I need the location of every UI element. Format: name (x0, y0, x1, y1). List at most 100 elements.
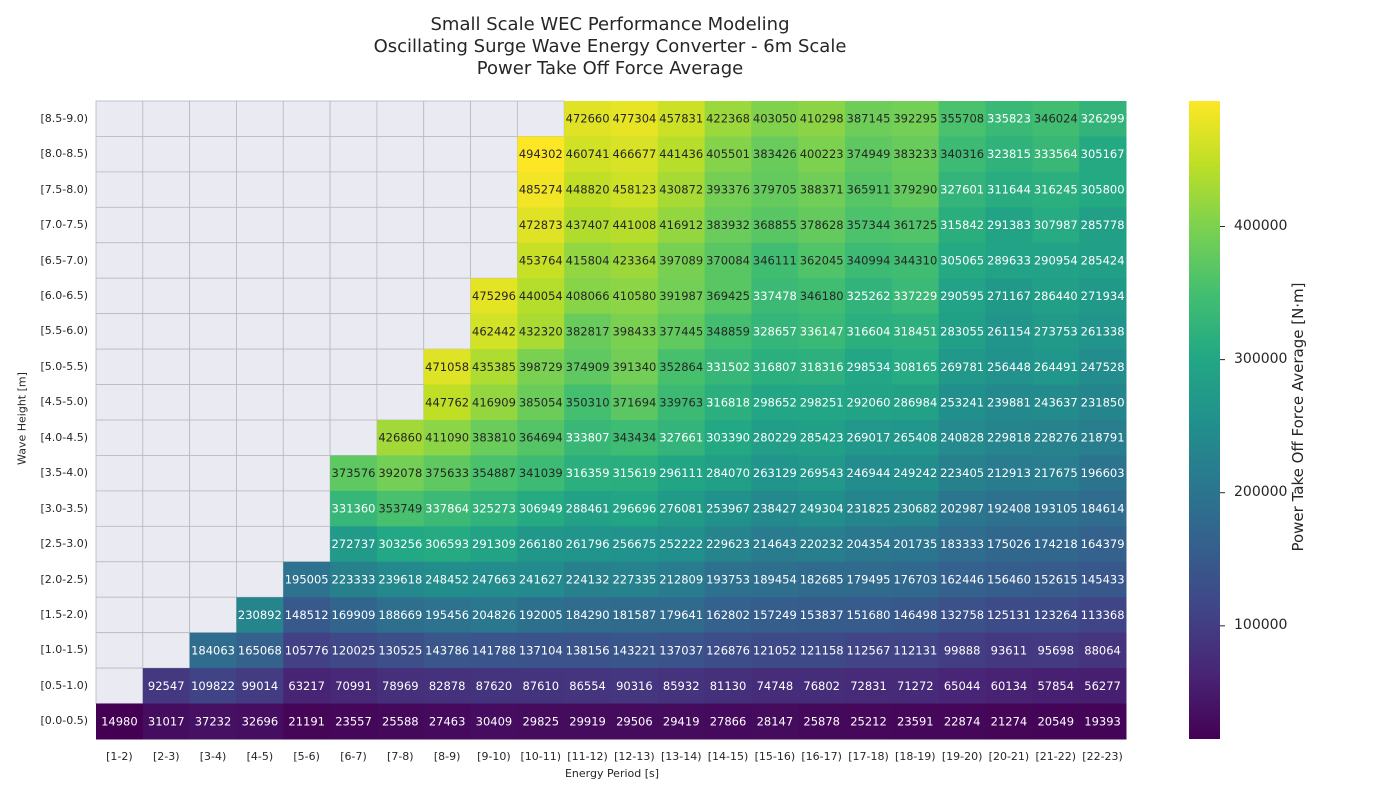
heatmap-cell (1079, 101, 1127, 137)
cell-value-label: 176703 (893, 573, 937, 587)
heatmap-cell (1032, 242, 1080, 279)
heatmap-cell-empty (329, 206, 378, 244)
heatmap-cell (470, 597, 518, 634)
heatmap-cell-empty (329, 348, 378, 385)
cell-value-label: 316359 (566, 466, 610, 480)
heatmap-cell (938, 101, 987, 137)
cell-value-label: 265408 (893, 431, 937, 445)
cell-value-label: 56277 (1084, 679, 1121, 693)
cell-value-label: 87620 (476, 679, 513, 693)
cell-value-label: 70991 (335, 679, 372, 693)
heatmap-cell (751, 455, 799, 492)
heatmap-cell-empty (95, 525, 144, 563)
heatmap-cell (798, 171, 846, 208)
heatmap-cell-empty (282, 384, 331, 421)
cell-value-label: 318316 (800, 360, 844, 374)
heatmap-cell-empty (423, 206, 471, 244)
cell-value-label: 374909 (566, 360, 610, 374)
heatmap-cell (564, 703, 612, 740)
cell-value-label: 377445 (659, 324, 703, 338)
heatmap-cell-empty (470, 206, 518, 244)
heatmap-cell (751, 207, 799, 244)
heatmap-cell-empty (282, 490, 331, 527)
heatmap-cell (891, 101, 940, 137)
heatmap-cell (470, 313, 518, 350)
heatmap-cell (1032, 455, 1080, 492)
heatmap-cell-empty (282, 313, 331, 350)
cell-value-label: 212913 (987, 466, 1031, 480)
heatmap-cell (611, 420, 659, 456)
heatmap-cell-empty (282, 100, 331, 137)
cell-value-label: 86554 (569, 679, 606, 693)
heatmap-cell (985, 597, 1033, 634)
heatmap-cell (891, 349, 940, 386)
heatmap-cell (1032, 420, 1080, 456)
cell-value-label: 22874 (944, 714, 981, 728)
x-tick-label: [14-15) (707, 750, 749, 763)
cell-value-label: 362045 (800, 254, 844, 268)
heatmap-cell (564, 490, 612, 527)
heatmap-cell (985, 242, 1033, 279)
heatmap-cell (423, 526, 472, 563)
cell-value-label: 290595 (940, 289, 984, 303)
heatmap-cell (189, 668, 237, 705)
heatmap-cell (657, 171, 706, 208)
heatmap-cell-empty (376, 136, 425, 173)
cell-value-label: 72831 (850, 679, 887, 693)
heatmap-cell (704, 420, 752, 456)
heatmap-cell-empty (236, 348, 284, 385)
cell-value-label: 193105 (1034, 502, 1078, 516)
heatmap-cell (845, 526, 893, 563)
heatmap-cell (657, 597, 706, 634)
heatmap-cell (1032, 668, 1080, 705)
heatmap-cell (470, 455, 518, 492)
heatmap-cell (985, 561, 1033, 598)
cell-value-label: 316818 (706, 395, 750, 409)
heatmap-cell (891, 597, 940, 634)
y-tick-label: [3.5-4.0) (40, 466, 88, 480)
cell-value-label: 460741 (566, 147, 610, 161)
cell-value-label: 137104 (519, 643, 563, 657)
heatmap-cell (423, 597, 472, 634)
heatmap-cell (611, 101, 659, 137)
cell-value-label: 352864 (659, 360, 703, 374)
cell-value-label: 462442 (472, 324, 516, 338)
heatmap-cell (657, 632, 706, 669)
heatmap-cell (376, 632, 425, 669)
heatmap-cell (1079, 561, 1127, 598)
x-tick-label: [10-11) (520, 750, 562, 763)
cell-value-label: 192408 (987, 502, 1031, 516)
cell-value-label: 432320 (519, 324, 563, 338)
heatmap-cell-empty (423, 313, 471, 350)
heatmap-cell (1032, 384, 1080, 421)
heatmap-cell (1032, 101, 1080, 137)
x-tick-label: [4-5) (246, 750, 274, 763)
cell-value-label: 157249 (753, 608, 797, 622)
heatmap-cell-empty (189, 242, 237, 279)
heatmap-cell (517, 703, 565, 740)
heatmap-cell (564, 278, 612, 315)
cell-value-label: 223333 (332, 573, 376, 587)
cell-value-label: 331502 (706, 360, 750, 374)
heatmap-cell (1079, 597, 1127, 634)
cell-value-label: 60134 (991, 679, 1028, 693)
heatmap-cell (1032, 632, 1080, 669)
cell-value-label: 145433 (1081, 573, 1125, 587)
cell-value-label: 25588 (382, 714, 419, 728)
heatmap-cell (470, 349, 518, 386)
cell-value-label: 392078 (378, 466, 422, 480)
cell-value-label: 422368 (706, 112, 750, 126)
cell-value-label: 379705 (753, 183, 797, 197)
heatmap-cell-empty (95, 561, 144, 598)
cell-value-label: 269781 (940, 360, 984, 374)
heatmap-cell (751, 597, 799, 634)
heatmap-cell-empty (236, 242, 284, 279)
heatmap-cell-empty (236, 277, 284, 315)
heatmap-cell (423, 668, 472, 705)
cell-value-label: 230892 (238, 608, 282, 622)
heatmap-cell-empty (189, 100, 237, 137)
cell-value-label: 138156 (566, 643, 610, 657)
cell-value-label: 316604 (847, 324, 891, 338)
cell-value-label: 344310 (893, 254, 937, 268)
heatmap-cell (657, 455, 706, 492)
